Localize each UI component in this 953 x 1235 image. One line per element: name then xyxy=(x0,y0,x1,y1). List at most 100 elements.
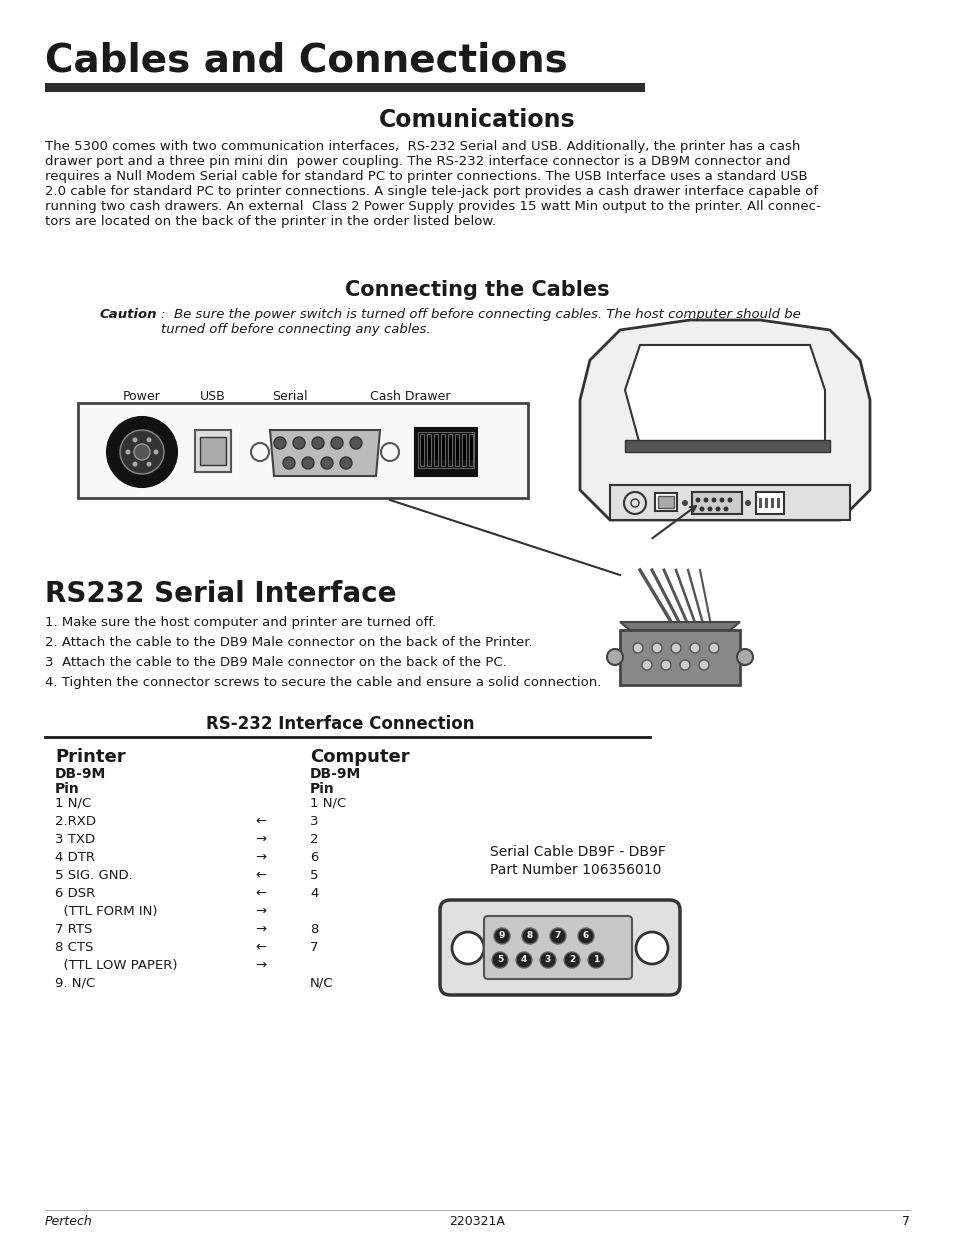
Bar xyxy=(655,493,677,511)
Circle shape xyxy=(494,927,510,944)
Text: →: → xyxy=(254,923,266,936)
Text: 3 TXD: 3 TXD xyxy=(55,832,95,846)
Text: USB: USB xyxy=(200,390,226,403)
Text: 6: 6 xyxy=(582,931,589,941)
Circle shape xyxy=(107,417,177,487)
Circle shape xyxy=(679,659,689,671)
Text: 9: 9 xyxy=(498,931,505,941)
Bar xyxy=(420,438,423,459)
Bar xyxy=(78,403,527,498)
Circle shape xyxy=(715,506,720,511)
Circle shape xyxy=(702,498,708,503)
Circle shape xyxy=(708,643,719,653)
Text: 220321A: 220321A xyxy=(449,1215,504,1228)
Bar xyxy=(449,438,452,459)
Circle shape xyxy=(719,498,723,503)
Bar xyxy=(755,492,783,514)
Text: DB-9M: DB-9M xyxy=(310,767,361,781)
Circle shape xyxy=(737,650,752,664)
Circle shape xyxy=(153,450,158,454)
Circle shape xyxy=(120,430,164,474)
Bar xyxy=(434,433,437,466)
Text: 2.RXD: 2.RXD xyxy=(55,815,96,827)
Text: 5 SIG. GND.: 5 SIG. GND. xyxy=(55,869,132,882)
Circle shape xyxy=(722,506,728,511)
Text: 8: 8 xyxy=(310,923,318,936)
Circle shape xyxy=(521,927,537,944)
Circle shape xyxy=(711,498,716,503)
Text: ←: ← xyxy=(254,941,266,953)
Text: 1 N/C: 1 N/C xyxy=(310,797,346,810)
Bar xyxy=(470,438,473,459)
Circle shape xyxy=(339,457,352,469)
Bar xyxy=(415,429,476,475)
Text: Connecting the Cables: Connecting the Cables xyxy=(344,280,609,300)
Text: 7 RTS: 7 RTS xyxy=(55,923,92,936)
Circle shape xyxy=(132,437,137,442)
Circle shape xyxy=(563,952,579,968)
Text: 3: 3 xyxy=(544,956,551,965)
Text: 1: 1 xyxy=(592,956,598,965)
Text: 1. Make sure the host computer and printer are turned off.: 1. Make sure the host computer and print… xyxy=(45,616,436,629)
Circle shape xyxy=(550,927,565,944)
Bar xyxy=(194,430,231,472)
Text: 7: 7 xyxy=(901,1215,909,1228)
Text: Pin: Pin xyxy=(310,782,335,797)
Bar xyxy=(764,498,767,508)
Polygon shape xyxy=(619,622,740,630)
Text: →: → xyxy=(254,851,266,864)
Circle shape xyxy=(331,437,343,450)
Circle shape xyxy=(695,498,700,503)
Circle shape xyxy=(681,500,687,506)
Text: 4. Tighten the connector screws to secure the cable and ensure a solid connectio: 4. Tighten the connector screws to secur… xyxy=(45,676,600,689)
Text: →: → xyxy=(254,960,266,972)
Polygon shape xyxy=(270,430,379,475)
Bar xyxy=(417,432,474,468)
Circle shape xyxy=(147,462,152,467)
Circle shape xyxy=(516,952,532,968)
Text: Pin: Pin xyxy=(55,782,80,797)
Circle shape xyxy=(636,932,667,965)
Text: The 5300 comes with two communication interfaces,  RS-232 Serial and USB. Additi: The 5300 comes with two communication in… xyxy=(45,140,820,228)
Text: 2: 2 xyxy=(568,956,575,965)
Circle shape xyxy=(707,506,712,511)
Bar xyxy=(469,433,473,466)
Text: 6: 6 xyxy=(310,851,318,864)
Circle shape xyxy=(699,506,703,511)
Bar xyxy=(200,437,226,466)
Text: Cables and Connections: Cables and Connections xyxy=(45,42,567,80)
Circle shape xyxy=(302,457,314,469)
Circle shape xyxy=(539,952,556,968)
Circle shape xyxy=(283,457,294,469)
Circle shape xyxy=(689,643,700,653)
Circle shape xyxy=(312,437,324,450)
FancyBboxPatch shape xyxy=(483,916,631,979)
Circle shape xyxy=(587,952,603,968)
Bar xyxy=(435,438,437,459)
Bar xyxy=(759,498,761,508)
Circle shape xyxy=(670,643,680,653)
Text: Pertech: Pertech xyxy=(45,1215,92,1228)
Text: ←: ← xyxy=(254,815,266,827)
Bar xyxy=(441,438,444,459)
Text: N/C: N/C xyxy=(310,977,334,990)
Text: 5: 5 xyxy=(497,956,502,965)
Text: 2: 2 xyxy=(310,832,318,846)
Text: ←: ← xyxy=(254,869,266,882)
Text: RS232 Serial Interface: RS232 Serial Interface xyxy=(45,580,396,608)
Text: Cash Drawer: Cash Drawer xyxy=(370,390,450,403)
Text: 5: 5 xyxy=(310,869,318,882)
Text: →: → xyxy=(254,905,266,918)
Bar xyxy=(461,433,465,466)
Text: 8 CTS: 8 CTS xyxy=(55,941,93,953)
Circle shape xyxy=(274,437,286,450)
Text: 3: 3 xyxy=(310,815,318,827)
Polygon shape xyxy=(579,320,869,520)
Text: (TTL LOW PAPER): (TTL LOW PAPER) xyxy=(55,960,177,972)
Circle shape xyxy=(651,643,661,653)
Bar xyxy=(428,438,431,459)
Text: 7: 7 xyxy=(310,941,318,953)
Text: Printer: Printer xyxy=(55,748,126,766)
Text: 2. Attach the cable to the DB9 Male connector on the back of the Printer.: 2. Attach the cable to the DB9 Male conn… xyxy=(45,636,532,650)
Text: 8: 8 xyxy=(526,931,533,941)
